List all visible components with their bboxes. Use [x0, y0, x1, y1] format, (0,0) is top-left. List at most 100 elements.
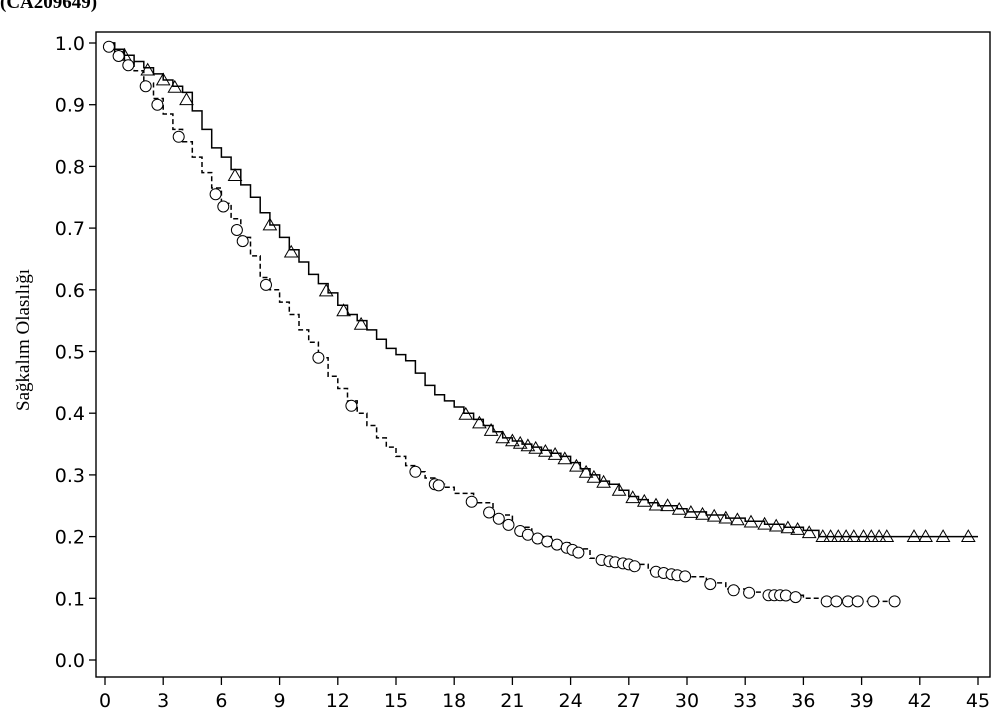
x-tick-label: 27: [617, 690, 641, 712]
y-tick-label: 0.9: [55, 95, 85, 117]
y-tick-label: 0.6: [55, 280, 85, 302]
censor-marker-triangle: [586, 469, 602, 483]
x-tick-label: 18: [442, 690, 466, 712]
censor-marker-triangle: [780, 520, 796, 534]
series-solid-line: [105, 42, 978, 538]
y-tick-label: 1.0: [55, 33, 85, 55]
censor-marker-triangle: [960, 529, 976, 542]
censor-marker-triangle: [706, 508, 722, 522]
censor-marker-circle: [112, 50, 125, 62]
y-tick-label: 0.2: [55, 527, 85, 549]
censor-marker-circle: [122, 59, 135, 72]
censor-marker-triangle: [547, 446, 563, 460]
censor-marker-circle: [139, 80, 152, 93]
censor-marker-triangle: [472, 415, 487, 429]
censor-marker-triangle: [262, 217, 278, 231]
x-tick-label: 45: [966, 690, 990, 712]
censor-marker-triangle: [671, 501, 687, 515]
censor-marker-triangle: [538, 443, 553, 457]
censor-marker-triangle: [140, 62, 156, 76]
y-tick-label: 0.0: [55, 650, 85, 672]
censor-marker-triangle: [648, 497, 664, 511]
censor-marker-triangle: [695, 506, 710, 520]
y-tick-label: 0.4: [55, 403, 85, 425]
censor-marker-circle: [432, 479, 445, 492]
censor-marker-triangle: [636, 493, 652, 507]
x-tick-label: 15: [384, 690, 408, 712]
censor-marker-triangle: [596, 474, 611, 488]
censor-marker-circle: [888, 595, 901, 608]
censor-marker-circle: [830, 595, 843, 608]
censor-marker-triangle: [155, 72, 171, 86]
censor-marker-triangle: [846, 529, 862, 542]
censor-marker-circle: [851, 595, 864, 608]
censor-marker-circle: [502, 518, 515, 531]
censor-marker-triangle: [683, 504, 699, 518]
censor-marker-circle: [779, 589, 792, 602]
censor-marker-circle: [727, 584, 740, 597]
x-tick-label: 30: [675, 690, 699, 712]
censor-marker-circle: [345, 399, 358, 412]
chart-header: (CA209649): [0, 0, 98, 13]
censor-marker-circle: [236, 235, 249, 248]
censor-marker-circle: [465, 495, 478, 508]
censor-marker-triangle: [353, 316, 369, 330]
x-tick-label: 3: [157, 690, 169, 712]
x-tick-label: 42: [908, 690, 932, 712]
censor-marker-triangle: [625, 490, 641, 504]
censor-marker-triangle: [660, 498, 675, 512]
censor-marker-triangle: [495, 430, 511, 444]
x-tick-label: 33: [733, 690, 757, 712]
censor-marker-circle: [151, 98, 164, 111]
plot-frame: [95, 31, 991, 678]
censor-marker-triangle: [906, 529, 922, 542]
censor-marker-triangle: [879, 529, 895, 542]
censor-marker-triangle: [790, 521, 805, 535]
censor-marker-triangle: [167, 79, 183, 93]
censor-marker-triangle: [830, 529, 846, 542]
censor-marker-circle: [572, 546, 585, 559]
x-tick-label: 21: [500, 690, 524, 712]
censor-marker-circle: [483, 506, 496, 519]
censor-marker-triangle: [856, 529, 871, 542]
censor-marker-triangle: [935, 529, 951, 542]
x-tick-label: 0: [99, 690, 111, 712]
censor-marker-triangle: [838, 529, 854, 542]
censor-marker-triangle: [179, 92, 194, 106]
censor-marker-triangle: [569, 458, 584, 472]
y-tick-label: 0.8: [55, 156, 85, 178]
censor-marker-triangle: [512, 435, 528, 449]
censor-marker-triangle: [557, 451, 573, 465]
x-tick-label: 6: [215, 690, 227, 712]
censor-marker-circle: [409, 465, 422, 478]
censor-marker-circle: [492, 512, 505, 525]
censor-marker-circle: [867, 595, 880, 608]
censor-marker-triangle: [757, 516, 772, 530]
censor-marker-triangle: [318, 283, 334, 297]
censor-marker-triangle: [743, 514, 759, 528]
y-tick-label: 0.3: [55, 465, 85, 487]
censor-marker-circle: [230, 224, 243, 236]
censor-marker-triangle: [505, 433, 520, 447]
y-tick-label: 0.5: [55, 342, 85, 364]
x-tick-label: 24: [559, 690, 583, 712]
censor-marker-triangle: [823, 529, 838, 542]
censor-marker-triangle: [227, 168, 243, 181]
censor-marker-triangle: [611, 482, 627, 496]
censor-marker-triangle: [801, 525, 817, 539]
x-tick-label: 36: [791, 690, 815, 712]
censor-marker-circle: [704, 578, 717, 591]
censor-marker-triangle: [718, 510, 734, 524]
censor-marker-circle: [172, 130, 185, 143]
censor-marker-circle: [217, 200, 230, 213]
censor-marker-circle: [789, 591, 802, 604]
censor-marker-circle: [209, 188, 222, 201]
censor-marker-triangle: [918, 529, 933, 542]
censor-marker-triangle: [528, 440, 544, 454]
censor-marker-circle: [102, 40, 115, 53]
censor-marker-circle: [260, 278, 272, 291]
y-tick-label: 0.7: [55, 218, 85, 240]
censor-marker-circle: [679, 570, 692, 583]
x-tick-label: 12: [326, 690, 350, 712]
